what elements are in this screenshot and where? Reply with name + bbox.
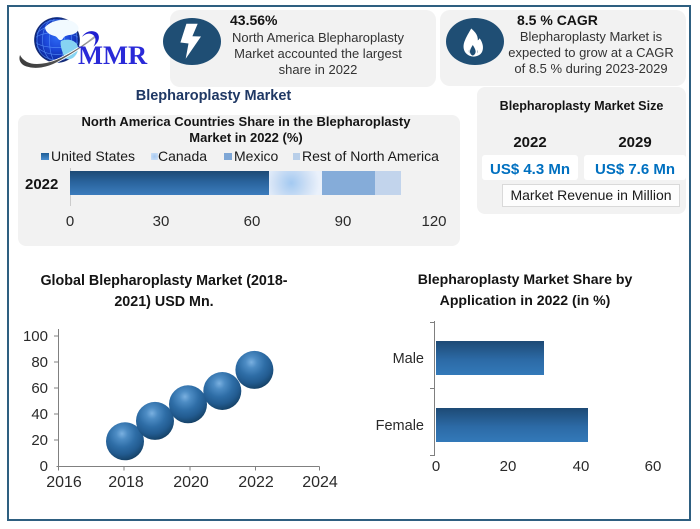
svg-text:MMR: MMR	[78, 40, 148, 70]
